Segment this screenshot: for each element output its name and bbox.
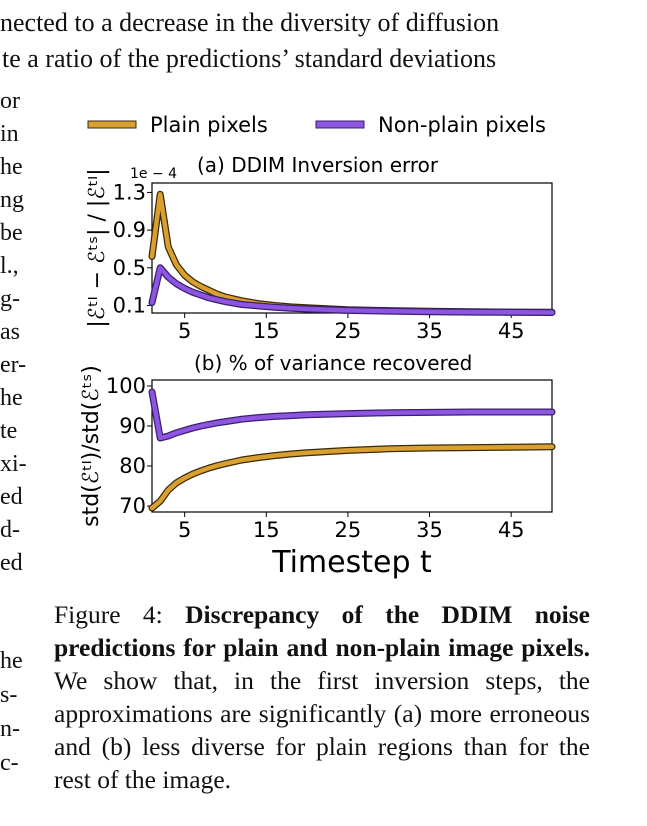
- panel-a-xtick-label: 35: [416, 319, 443, 343]
- legend-swatch-nonplain: [315, 120, 365, 129]
- left-fragment: s-: [0, 682, 18, 708]
- panel-b-xtick-label: 25: [335, 518, 362, 542]
- left-fragment: he: [0, 385, 23, 411]
- left-fragment: he: [0, 154, 23, 180]
- panel-a-ytick-label: 0.9: [113, 218, 146, 242]
- left-fragment: n-: [0, 716, 20, 742]
- panel-b-xtick-label: 5: [178, 518, 191, 542]
- panel-a-multiplier: 1e − 4: [130, 166, 177, 182]
- caption-bold: Discrepancy of the DDIM noise prediction…: [54, 600, 590, 662]
- left-fragment: xi-: [0, 451, 26, 477]
- left-fragment: in: [0, 121, 19, 147]
- legend-swatch-plain: [87, 120, 137, 129]
- panel-b-xtick-label: 15: [253, 518, 280, 542]
- panel-b-xtick-label: 45: [498, 518, 525, 542]
- panel-a-series-plain-outline: [148, 190, 556, 316]
- panel-b-ylabel: std(ℰᵗᴵ)/std(ℰᵗˢ): [79, 365, 104, 527]
- left-fragment: ed: [0, 484, 23, 510]
- left-fragment: as: [0, 319, 20, 345]
- legend-label-plain: Plain pixels: [150, 113, 268, 137]
- panel-b-ytick-label: 80: [119, 454, 146, 478]
- panel-a-ytick-label: 0.5: [113, 256, 146, 280]
- figure-caption: Figure 4: Discrepancy of the DDIM noise …: [54, 598, 590, 796]
- panel-a-xtick-label: 25: [335, 319, 362, 343]
- panel-b-xlabel: Timestep t: [271, 545, 432, 580]
- caption-label: Figure 4:: [54, 600, 163, 629]
- panel-a-xtick-label: 5: [178, 319, 191, 343]
- left-fragment: be: [0, 220, 23, 246]
- panel-b-ytick-label: 90: [119, 414, 146, 438]
- caption-rest: We show that, in the first inversion ste…: [54, 666, 590, 794]
- panel-b-ytick-label: 70: [119, 494, 146, 518]
- legend: Plain pixels Non-plain pixels: [87, 113, 546, 137]
- left-fragment: l.,: [0, 253, 19, 279]
- legend-label-nonplain: Non-plain pixels: [378, 113, 546, 137]
- panel-b: (b) % of variance recovered 5 15 25 35 45 70 8…: [79, 351, 556, 580]
- panel-b-series-plain-outline: [148, 443, 556, 512]
- left-fragment: he: [0, 648, 23, 674]
- panel-a-ylabel: |ℰᵗᴵ − ℰᵗˢ| / |ℰᵗᴵ|: [85, 168, 110, 327]
- left-fragment: or: [0, 88, 20, 114]
- panel-a-ytick-label: 1.3: [113, 180, 146, 204]
- panel-a-ytick-label: 0.1: [113, 293, 146, 317]
- body-text-line-2: te a ratio of the predictions’ standard …: [2, 44, 497, 73]
- panel-b-xtick-label: 35: [416, 518, 443, 542]
- body-text-line-1: nected to a decrease in the diversity of…: [0, 8, 500, 37]
- panel-b-title: (b) % of variance recovered: [194, 351, 472, 375]
- panel-a-xtick-label: 45: [498, 319, 525, 343]
- panel-b-series-plain: [149, 444, 555, 511]
- panel-a-title: (a) DDIM Inversion error: [197, 153, 439, 177]
- panel-a-xtick-label: 15: [253, 319, 280, 343]
- left-fragment: te: [0, 418, 18, 444]
- panel-a-series-nonplain: [149, 265, 555, 315]
- panel-b-series-nonplain: [149, 389, 555, 441]
- left-fragment: ng: [0, 187, 24, 213]
- left-fragment: c-: [0, 750, 19, 776]
- left-fragment: ed: [0, 550, 23, 576]
- left-fragment: g-: [0, 286, 20, 312]
- panel-a: (a) DDIM Inversion error 1e − 4 5 15 25 35 4…: [85, 153, 556, 343]
- left-fragment: er-: [0, 352, 26, 378]
- figure-4: Plain pixels Non-plain pixels (a) DDIM I…: [79, 113, 556, 580]
- left-fragment: d-: [0, 517, 20, 543]
- panel-b-ytick-label: 100: [106, 374, 146, 398]
